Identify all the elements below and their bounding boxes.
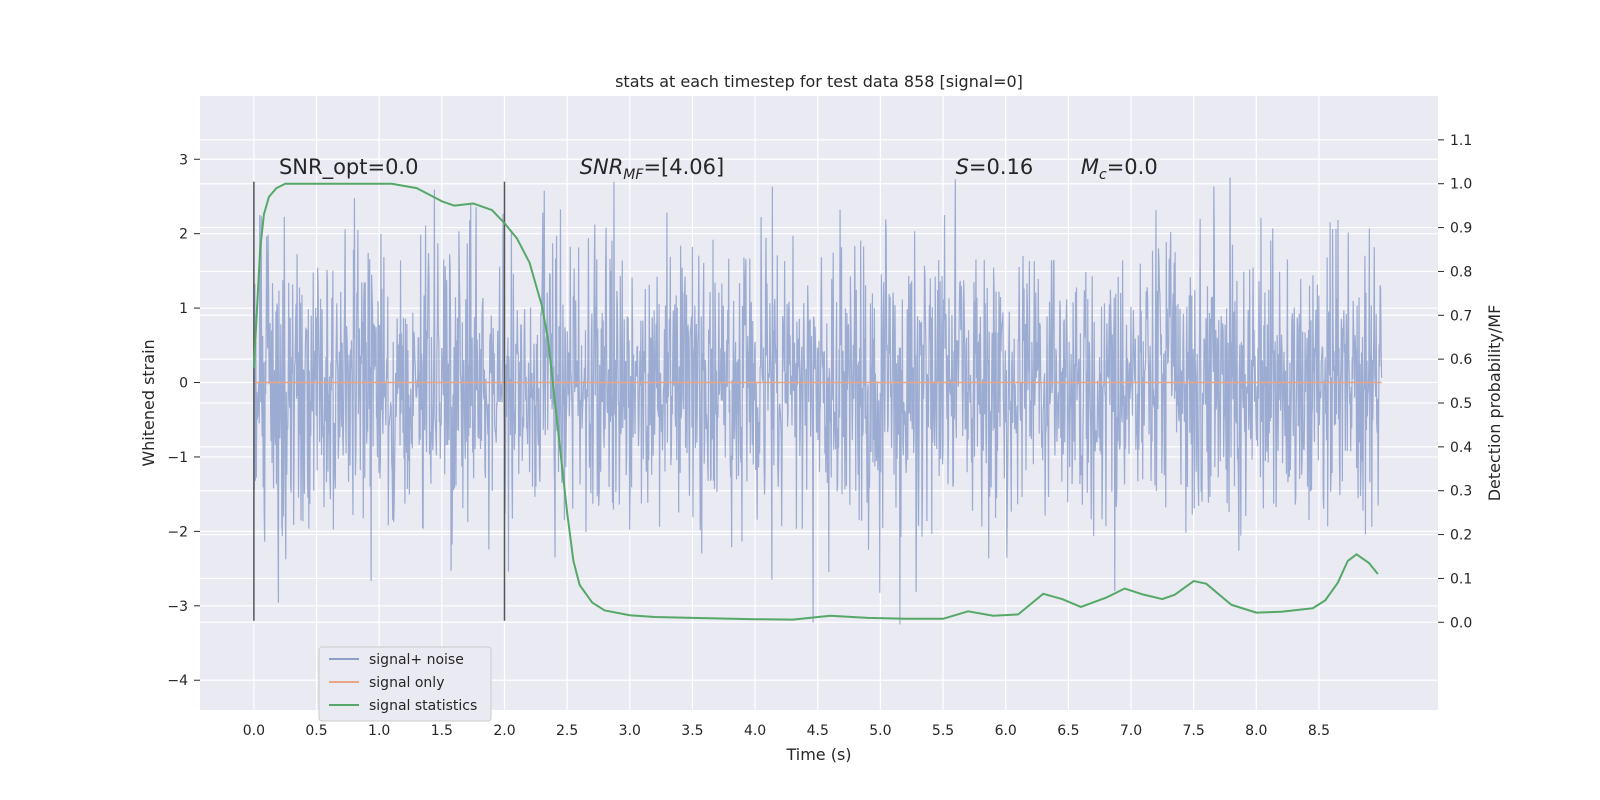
series-line-signal-noise — [253, 177, 1383, 625]
y2-tick-label: 0.3 — [1450, 484, 1472, 500]
x-tick-label: 0.0 — [243, 723, 265, 739]
x-tick-label: 2.5 — [556, 723, 578, 739]
annotation-text: SNR_opt=0.0 — [279, 155, 419, 180]
x-tick-label: 4.5 — [807, 723, 829, 739]
y2-tick-label: 0.1 — [1450, 571, 1472, 587]
annotations: SNR_opt=0.0 SNRMF=[4.06] S=0.16 Mc=0.0 — [279, 155, 1158, 183]
y-tick-label: −2 — [167, 524, 188, 540]
x-tick-label: 6.5 — [1057, 723, 1079, 739]
y2-tick-label: 0.8 — [1450, 264, 1472, 280]
legend-label-signal-statistics: signal statistics — [369, 698, 477, 714]
series-line-signal-statistics — [252, 182, 1379, 621]
x-tick-label: 3.5 — [681, 723, 703, 739]
x-tick-label: 6.0 — [995, 723, 1017, 739]
x-tick-label: 7.5 — [1183, 723, 1205, 739]
x-tick-label: 0.5 — [305, 723, 327, 739]
y-axis-ticks: −4 −3 −2 −1 0 1 2 3 — [167, 152, 200, 689]
vertical-markers — [253, 181, 506, 621]
y-axis-label: Whitened strain — [139, 339, 158, 466]
signal-noise-series — [253, 177, 1383, 625]
legend-box — [318, 646, 492, 722]
y2-tick-label: 0.9 — [1450, 221, 1472, 237]
y2-axis-label: Detection probability/MF — [1485, 305, 1504, 502]
x-tick-label: 4.0 — [744, 723, 766, 739]
y-tick-label: 2 — [179, 227, 188, 243]
signal-statistics-series — [252, 182, 1379, 621]
x-tick-label: 5.5 — [932, 723, 954, 739]
x-tick-label: 1.0 — [368, 723, 390, 739]
y2-tick-label: 0.5 — [1450, 396, 1472, 412]
y2-tick-label: 0.7 — [1450, 308, 1472, 324]
chart-title: stats at each timestep for test data 858… — [615, 72, 1023, 91]
y-tick-label: 1 — [179, 301, 188, 317]
y2-tick-label: 0.6 — [1450, 352, 1472, 368]
annotation-text: Mc=0.0 — [1081, 155, 1158, 183]
x-tick-label: 2.0 — [493, 723, 515, 739]
y2-axis-ticks: 0.0 0.1 0.2 0.3 0.4 0.5 0.6 0.7 0.8 0.9 1.0 1.1 — [1438, 133, 1472, 631]
y-tick-label: 0 — [179, 376, 188, 392]
y2-tick-label: 1.1 — [1450, 133, 1472, 149]
annotation-text: SNRMF=[4.06] — [580, 155, 725, 183]
y2-tick-label: 0.0 — [1450, 615, 1472, 631]
y2-tick-label: 1.0 — [1450, 177, 1472, 193]
y-tick-label: −4 — [167, 673, 188, 689]
x-tick-label: 7.0 — [1120, 723, 1142, 739]
x-tick-label: 1.5 — [431, 723, 453, 739]
x-tick-label: 3.0 — [619, 723, 641, 739]
y2-tick-label: 0.2 — [1450, 528, 1472, 544]
x-tick-label: 8.0 — [1245, 723, 1267, 739]
y2-tick-label: 0.4 — [1450, 440, 1472, 456]
legend: signal+ noise signal only signal statist… — [318, 646, 492, 722]
x-tick-label: 8.5 — [1308, 723, 1330, 739]
legend-label-signal-noise: signal+ noise — [369, 652, 464, 668]
y-tick-label: −1 — [167, 450, 188, 466]
x-tick-label: 5.0 — [869, 723, 891, 739]
annotation-text: S=0.16 — [956, 155, 1034, 179]
y-tick-label: 3 — [179, 152, 188, 168]
y-tick-label: −3 — [167, 599, 188, 615]
x-axis-label: Time (s) — [785, 745, 851, 764]
legend-label-signal-only: signal only — [369, 675, 444, 691]
x-axis-ticks: 0.0 0.5 1.0 1.5 2.0 2.5 3.0 3.5 4.0 4.5 5.0 5.5 6.0 6… — [243, 723, 1330, 739]
